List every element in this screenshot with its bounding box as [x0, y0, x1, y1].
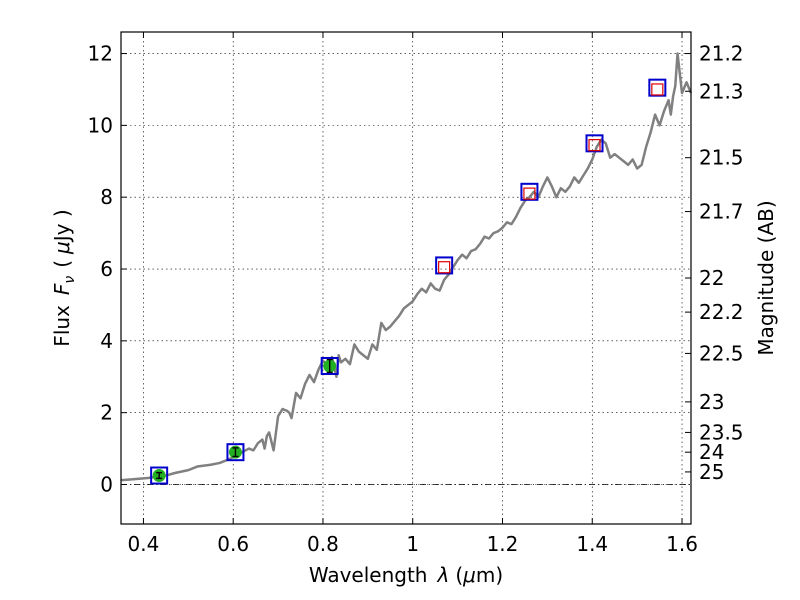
y-axis-title: Flux Fν ( μJy ) — [50, 209, 78, 346]
measurement-square — [588, 139, 601, 152]
y2-tick-label: 22 — [699, 266, 724, 290]
x-tick-label: 1.4 — [576, 532, 608, 556]
y-axis-symbol-sub: ν — [62, 276, 78, 284]
model-square — [585, 134, 604, 153]
x-tick-label: 1.2 — [487, 532, 519, 556]
plot-area — [120, 52, 693, 485]
y2-tick-label: 21.3 — [699, 79, 744, 103]
measurement-square — [651, 83, 664, 96]
model-square — [520, 182, 539, 201]
x-axis-label-text: Wavelength — [309, 563, 428, 587]
x-tick-label: 0.6 — [217, 532, 249, 556]
model-square — [648, 78, 667, 97]
model-square — [320, 356, 339, 375]
grid — [121, 32, 691, 524]
y2-axis-title: Magnitude (AB) — [754, 200, 778, 355]
spectrum-line — [120, 52, 693, 482]
x-axis-title: Wavelength λ (μm) — [309, 563, 503, 587]
y-axis-unit-prefix: ( — [50, 260, 74, 268]
model-square — [226, 443, 245, 462]
y2-tick-label: 21.2 — [699, 42, 744, 66]
x-tick-label: 1.6 — [666, 532, 698, 556]
x-tick-label: 1 — [406, 532, 419, 556]
y-tick-label: 10 — [88, 113, 113, 137]
x-axis: 0.4 0.6 0.8 1 1.2 1.4 1.6 — [128, 32, 698, 556]
measurement-square — [523, 187, 536, 200]
model-square — [150, 466, 169, 485]
x-axis-unit-rest: m) — [476, 563, 503, 587]
plot-frame — [120, 31, 692, 525]
y2-tick-label: 22.5 — [699, 341, 744, 365]
x-tick-label: 0.8 — [307, 532, 339, 556]
y2-tick-label: 23.5 — [699, 420, 744, 444]
y-axis: 0 2 4 6 8 10 12 — [88, 42, 127, 496]
y2-tick-label: 24 — [699, 440, 724, 464]
y2-tick-label: 21.5 — [699, 146, 744, 170]
x-tick-label: 0.4 — [128, 532, 160, 556]
y-tick-label: 4 — [100, 329, 113, 353]
y2-tick-label: 22.2 — [699, 300, 744, 324]
y-axis-unit-mu: μ — [50, 241, 74, 255]
y2-tick-label: 23 — [699, 390, 724, 414]
y2-tick-label: 21.7 — [699, 200, 744, 224]
y-axis-symbol: F — [50, 283, 74, 295]
y-axis-unit-rest: Jy ) — [50, 209, 74, 243]
y-axis-label-text: Flux — [50, 305, 74, 347]
y2-tick-label: 25 — [699, 460, 724, 484]
x-axis-unit-mu: μ — [462, 563, 476, 587]
y-tick-label: 0 — [100, 472, 113, 496]
x-axis-symbol: λ — [436, 563, 449, 587]
y-tick-label: 8 — [100, 185, 113, 209]
model-square — [435, 256, 454, 275]
x-axis-unit-prefix: ( — [455, 563, 463, 587]
measurement-square — [438, 261, 451, 274]
y-tick-label: 12 — [88, 42, 113, 66]
y-tick-label: 2 — [100, 401, 113, 425]
y-tick-label: 6 — [100, 257, 113, 281]
